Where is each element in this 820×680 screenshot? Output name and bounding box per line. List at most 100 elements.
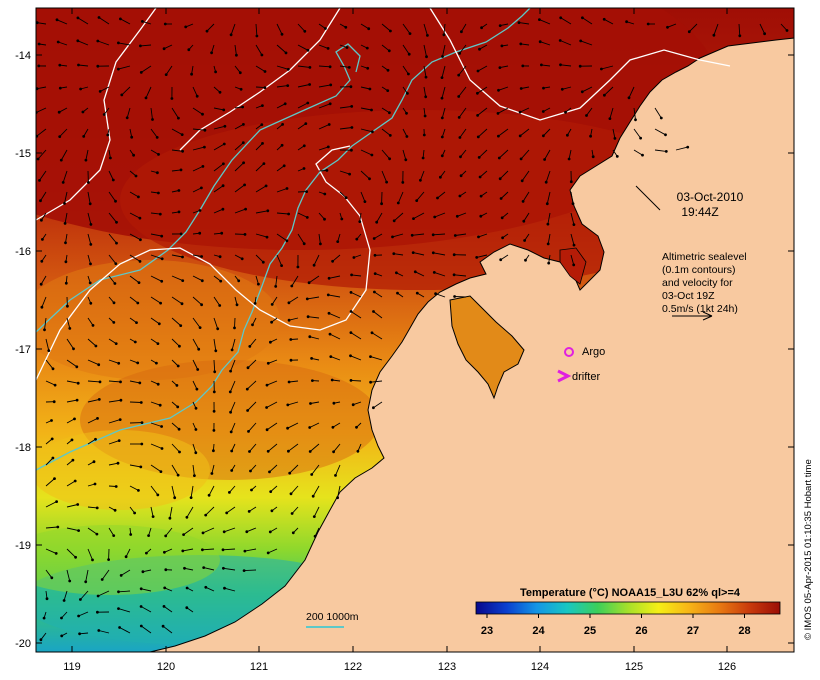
- velocity-arrow-head: [286, 84, 290, 87]
- axes: 119 120 121 122 123 124 125 126 -14 -15 -16 -17 -18 -…: [15, 8, 794, 673]
- velocity-arrow: [40, 632, 47, 640]
- velocity-arrow: [192, 254, 202, 257]
- velocity-arrow-head: [459, 155, 462, 159]
- velocity-arrow: [150, 485, 159, 496]
- velocity-arrow-head: [229, 369, 233, 373]
- colorbar-tick-label: 27: [687, 625, 699, 637]
- velocity-arrow: [66, 317, 71, 329]
- velocity-arrow: [478, 233, 488, 238]
- velocity-arrow: [66, 380, 79, 384]
- velocity-arrow: [289, 380, 299, 383]
- velocity-arrow-head: [198, 231, 202, 235]
- y-tick-label: -17: [15, 344, 31, 356]
- velocity-arrow: [226, 506, 236, 514]
- velocity-arrow-head: [522, 219, 526, 223]
- velocity-arrow-head: [96, 39, 100, 43]
- velocity-arrow-head: [517, 21, 521, 24]
- velocity-arrow: [603, 18, 614, 25]
- velocity-arrow: [145, 86, 152, 99]
- velocity-arrow-head: [245, 530, 249, 534]
- velocity-arrow: [77, 17, 89, 25]
- velocity-arrow-head: [203, 128, 207, 132]
- colorbar: Temperature (°C) NOAA15_L3U 62% ql>=4 23…: [475, 587, 781, 637]
- velocity-arrow: [129, 296, 139, 304]
- velocity-arrow-head: [201, 165, 205, 168]
- velocity-arrow-head: [98, 380, 102, 384]
- velocity-arrow-head: [331, 259, 334, 263]
- velocity-arrow-head: [229, 430, 233, 434]
- velocity-arrow-head: [431, 233, 435, 237]
- velocity-arrow-head: [242, 123, 245, 126]
- velocity-arrow-head: [419, 178, 422, 182]
- velocity-arrow: [313, 254, 320, 266]
- velocity-arrow: [413, 252, 425, 256]
- velocity-arrow: [244, 569, 257, 572]
- velocity-arrow-head: [179, 232, 183, 236]
- velocity-arrow: [229, 380, 236, 393]
- velocity-arrow: [560, 17, 572, 25]
- velocity-arrow: [171, 317, 181, 326]
- velocity-arrow-head: [257, 282, 260, 286]
- velocity-arrow-head: [89, 243, 93, 246]
- king-sound: [449, 295, 525, 400]
- velocity-arrow: [498, 86, 509, 91]
- velocity-arrow-head: [125, 116, 129, 120]
- velocity-arrow-head: [305, 190, 308, 194]
- velocity-arrow: [206, 23, 215, 32]
- velocity-arrow: [519, 107, 530, 113]
- velocity-arrow: [40, 191, 47, 201]
- velocity-arrow-head: [327, 311, 331, 315]
- velocity-arrow: [330, 356, 341, 361]
- velocity-arrow-head: [289, 358, 293, 362]
- velocity-arrow: [381, 107, 390, 114]
- velocity-arrow: [171, 422, 180, 430]
- velocity-arrow-head: [179, 168, 183, 172]
- velocity-arrow-head: [440, 116, 444, 120]
- velocity-arrow-head: [177, 189, 181, 192]
- velocity-arrow: [402, 23, 411, 34]
- velocity-arrow-head: [77, 529, 80, 532]
- velocity-arrow: [87, 254, 91, 265]
- velocity-arrow: [108, 419, 121, 424]
- velocity-arrow-head: [168, 516, 172, 520]
- velocity-arrow: [41, 212, 47, 221]
- velocity-arrow: [248, 422, 257, 432]
- velocity-arrow-head: [477, 235, 480, 239]
- velocity-arrow: [213, 275, 221, 282]
- velocity-arrow-head: [332, 401, 336, 405]
- velocity-arrow-head: [476, 91, 479, 95]
- velocity-arrow-head: [138, 381, 142, 385]
- velocity-arrow-head: [312, 263, 316, 267]
- velocity-arrow-head: [386, 68, 390, 72]
- credit-text: © IMOS 05-Apr-2015 01:10:35 Hobart time: [803, 459, 814, 640]
- velocity-arrow: [129, 233, 141, 241]
- velocity-arrow: [373, 233, 383, 239]
- velocity-arrow: [309, 422, 320, 428]
- velocity-arrow-head: [57, 110, 61, 114]
- y-tick-label: -18: [15, 442, 31, 454]
- velocity-arrow: [87, 359, 99, 366]
- velocity-arrow-head: [476, 69, 480, 73]
- velocity-arrow-head: [118, 418, 122, 421]
- velocity-arrow-head: [543, 158, 546, 161]
- velocity-arrow-head: [641, 153, 644, 157]
- velocity-arrow-head: [38, 179, 41, 182]
- velocity-arrow: [87, 398, 100, 403]
- velocity-arrow-head: [600, 67, 603, 71]
- velocity-arrow-head: [349, 85, 353, 89]
- velocity-arrow-head: [158, 403, 162, 407]
- velocity-arrow: [79, 632, 89, 635]
- velocity-arrow: [478, 149, 488, 158]
- velocity-arrow: [675, 146, 688, 151]
- velocity-arrow-head: [207, 493, 211, 497]
- velocity-arrow-head: [52, 400, 56, 404]
- velocity-arrow-head: [287, 318, 291, 322]
- velocity-arrow: [150, 506, 154, 517]
- velocity-arrow: [308, 316, 320, 319]
- velocity-arrow-head: [242, 569, 246, 572]
- velocity-arrow: [150, 275, 162, 282]
- velocity-arrow-head: [265, 235, 269, 239]
- velocity-arrow-head: [76, 39, 80, 43]
- velocity-arrow-head: [519, 87, 523, 90]
- x-tick-label: 122: [344, 661, 362, 673]
